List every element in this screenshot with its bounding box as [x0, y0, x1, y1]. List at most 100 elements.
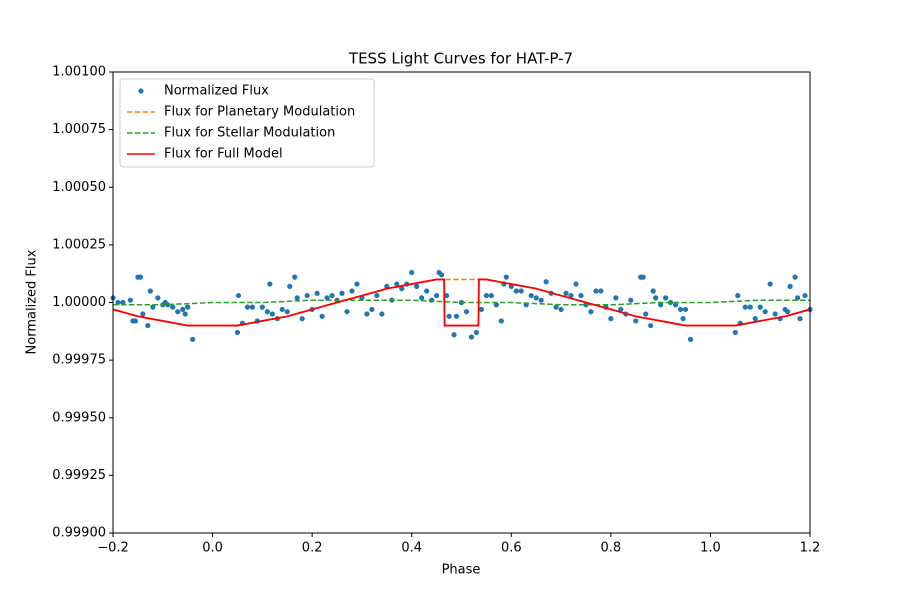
data-point — [409, 269, 415, 276]
data-point — [394, 281, 400, 287]
data-point — [175, 309, 181, 315]
data-point — [234, 329, 241, 336]
data-point — [115, 299, 121, 306]
data-point — [493, 302, 499, 308]
y-tick-label: 0.99925 — [52, 468, 106, 483]
data-point — [269, 311, 275, 317]
data-point — [794, 295, 801, 301]
data-point — [132, 318, 139, 324]
data-point — [478, 306, 485, 313]
data-point — [292, 274, 298, 280]
data-point — [294, 295, 300, 301]
data-point — [732, 329, 738, 336]
data-point — [797, 316, 803, 322]
data-point — [498, 318, 504, 324]
data-point — [672, 302, 679, 308]
data-point — [304, 292, 310, 299]
data-point — [287, 283, 293, 289]
data-point — [364, 311, 370, 317]
data-point — [488, 292, 494, 299]
data-point — [329, 292, 335, 299]
x-tick-label: 0.2 — [302, 541, 323, 556]
data-point — [767, 281, 773, 287]
x-tick-label: 0.4 — [401, 541, 422, 556]
data-point — [249, 304, 255, 310]
data-point — [414, 283, 420, 289]
data-point — [438, 272, 445, 278]
data-point — [752, 316, 758, 322]
data-point — [503, 274, 509, 280]
y-tick-label: 1.00050 — [52, 180, 106, 195]
data-point — [349, 288, 355, 294]
data-point — [653, 295, 659, 301]
x-axis-label: Phase — [442, 563, 481, 578]
data-point — [468, 334, 475, 340]
legend-label: Normalized Flux — [164, 84, 269, 99]
data-point — [443, 292, 450, 299]
y-tick-label: 0.99950 — [52, 410, 106, 425]
y-tick-label: 1.00025 — [52, 237, 106, 252]
data-point — [573, 281, 579, 287]
x-tick-label: 0.6 — [501, 541, 522, 556]
data-point — [578, 292, 584, 299]
data-point — [680, 316, 686, 322]
data-point — [170, 304, 176, 310]
data-point — [147, 288, 153, 294]
data-point — [518, 288, 524, 294]
chart-title: TESS Light Curves for HAT-P-7 — [348, 50, 573, 68]
data-point — [374, 292, 380, 299]
data-point — [784, 309, 791, 315]
data-point — [687, 336, 694, 342]
data-point — [244, 304, 251, 310]
data-point — [513, 288, 519, 294]
data-point — [190, 336, 196, 342]
data-point — [235, 292, 242, 299]
data-point — [643, 311, 649, 317]
data-point — [344, 309, 350, 315]
data-point — [553, 304, 559, 310]
data-point — [140, 311, 146, 317]
data-point — [185, 304, 191, 310]
data-point — [483, 292, 489, 299]
data-point — [677, 306, 684, 313]
data-point — [137, 274, 143, 280]
data-point — [145, 322, 151, 329]
data-point — [319, 313, 325, 319]
data-point — [354, 281, 360, 287]
data-point — [463, 309, 470, 315]
data-point — [267, 281, 273, 287]
data-point — [568, 292, 574, 299]
data-point — [533, 295, 539, 301]
y-axis-label: Normalized Flux — [25, 249, 40, 354]
x-tick-label: 1.0 — [700, 541, 721, 556]
data-point — [558, 306, 564, 313]
data-point — [802, 292, 808, 299]
data-point — [419, 295, 425, 301]
data-point — [314, 290, 320, 296]
model-line — [113, 278, 810, 327]
data-point — [682, 306, 689, 313]
data-point — [588, 309, 594, 315]
data-point — [608, 316, 614, 322]
data-point — [424, 288, 430, 294]
data-point — [446, 313, 452, 319]
data-point — [618, 306, 624, 313]
data-point — [628, 297, 634, 303]
y-tick-label: 0.99975 — [52, 353, 106, 368]
legend-label: Flux for Stellar Modulation — [164, 126, 335, 141]
data-point — [339, 290, 345, 296]
legend-box — [119, 78, 375, 168]
data-point — [299, 316, 305, 322]
data-point — [787, 283, 793, 289]
data-point — [528, 292, 534, 299]
data-point — [453, 313, 460, 319]
data-point — [284, 309, 290, 315]
data-point — [640, 274, 646, 280]
data-point — [155, 295, 161, 301]
model-line — [113, 299, 810, 306]
y-tick-label: 1.00100 — [52, 65, 106, 80]
data-point — [772, 311, 778, 317]
data-point — [451, 332, 457, 338]
data-point — [762, 309, 768, 315]
